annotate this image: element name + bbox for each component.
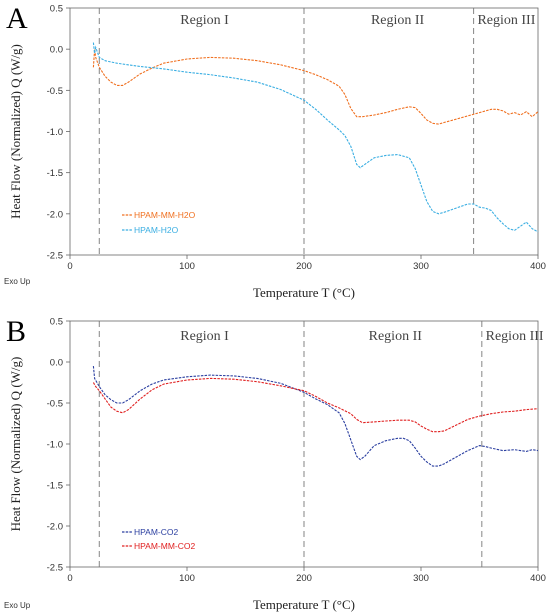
x-tick-label: 0: [67, 261, 72, 272]
legend-entry: HPAM-CO2: [134, 527, 179, 537]
x-axis-title: Temperature T (°C): [253, 285, 355, 300]
chart-panel-B: B 0 100 200 300 400 0.5 0.0 -0.5 -1.0 -1.5 -2.0 -2.5…: [4, 315, 546, 612]
x-tick-label: 0: [67, 573, 72, 584]
y-axis-title: Heat Flow (Normalized) Q (W/g): [8, 44, 23, 219]
exo-up-note: Exo Up: [4, 601, 31, 610]
x-tick-label: 200: [296, 573, 312, 584]
series-line-hpam-co2: [92, 366, 539, 467]
y-tick-label: -1.5: [47, 481, 63, 492]
y-tick-label: -2.5: [47, 563, 63, 574]
y-tick-label: -2.0: [47, 209, 63, 220]
panel-label: A: [6, 2, 28, 35]
x-tick-label: 200: [296, 261, 312, 272]
exo-up-note: Exo Up: [4, 277, 31, 286]
y-tick-label: 0.0: [50, 45, 63, 56]
series-line-hpam-mm-co2: [92, 377, 539, 433]
x-tick-label: 400: [530, 261, 546, 272]
y-tick-label: 0.5: [50, 4, 63, 15]
region-label: Region III: [486, 329, 544, 344]
chart-panel-A: A 0 100 200 300 400 0.5 0.0 -0.5 -1.0 -1.5 -2.0 -2.5…: [4, 2, 546, 300]
y-tick-label: -0.5: [47, 86, 63, 97]
y-tick-label: -2.0: [47, 522, 63, 533]
region-label: Region I: [180, 329, 229, 344]
legend-entry: HPAM-MM-CO2: [134, 541, 195, 551]
x-tick-label: 300: [413, 261, 429, 272]
x-tick-label: 300: [413, 573, 429, 584]
y-tick-label: 0.5: [50, 317, 63, 328]
region-label: Region II: [369, 329, 423, 344]
region-label: Region I: [180, 13, 229, 28]
panel-label: B: [6, 315, 26, 348]
y-tick-label: -1.0: [47, 440, 63, 451]
x-axis-title: Temperature T (°C): [253, 597, 355, 612]
y-tick-label: -1.5: [47, 168, 63, 179]
y-tick-label: -0.5: [47, 399, 63, 410]
series-line-hpam-h2o: [92, 42, 539, 233]
x-tick-label: 100: [179, 261, 195, 272]
x-tick-label: 100: [179, 573, 195, 584]
legend-entry: HPAM-MM-H2O: [134, 210, 196, 220]
series-line-hpam-mm-h2o: [92, 49, 539, 125]
region-label: Region II: [371, 13, 425, 28]
y-tick-label: -1.0: [47, 127, 63, 138]
y-tick-label: -2.5: [47, 251, 63, 262]
legend-entry: HPAM-H2O: [134, 225, 179, 235]
region-label: Region III: [477, 13, 535, 28]
y-tick-label: 0.0: [50, 358, 63, 369]
y-axis-title: Heat Flow (Normalized) Q (W/g): [8, 357, 23, 532]
x-tick-label: 400: [530, 573, 546, 584]
